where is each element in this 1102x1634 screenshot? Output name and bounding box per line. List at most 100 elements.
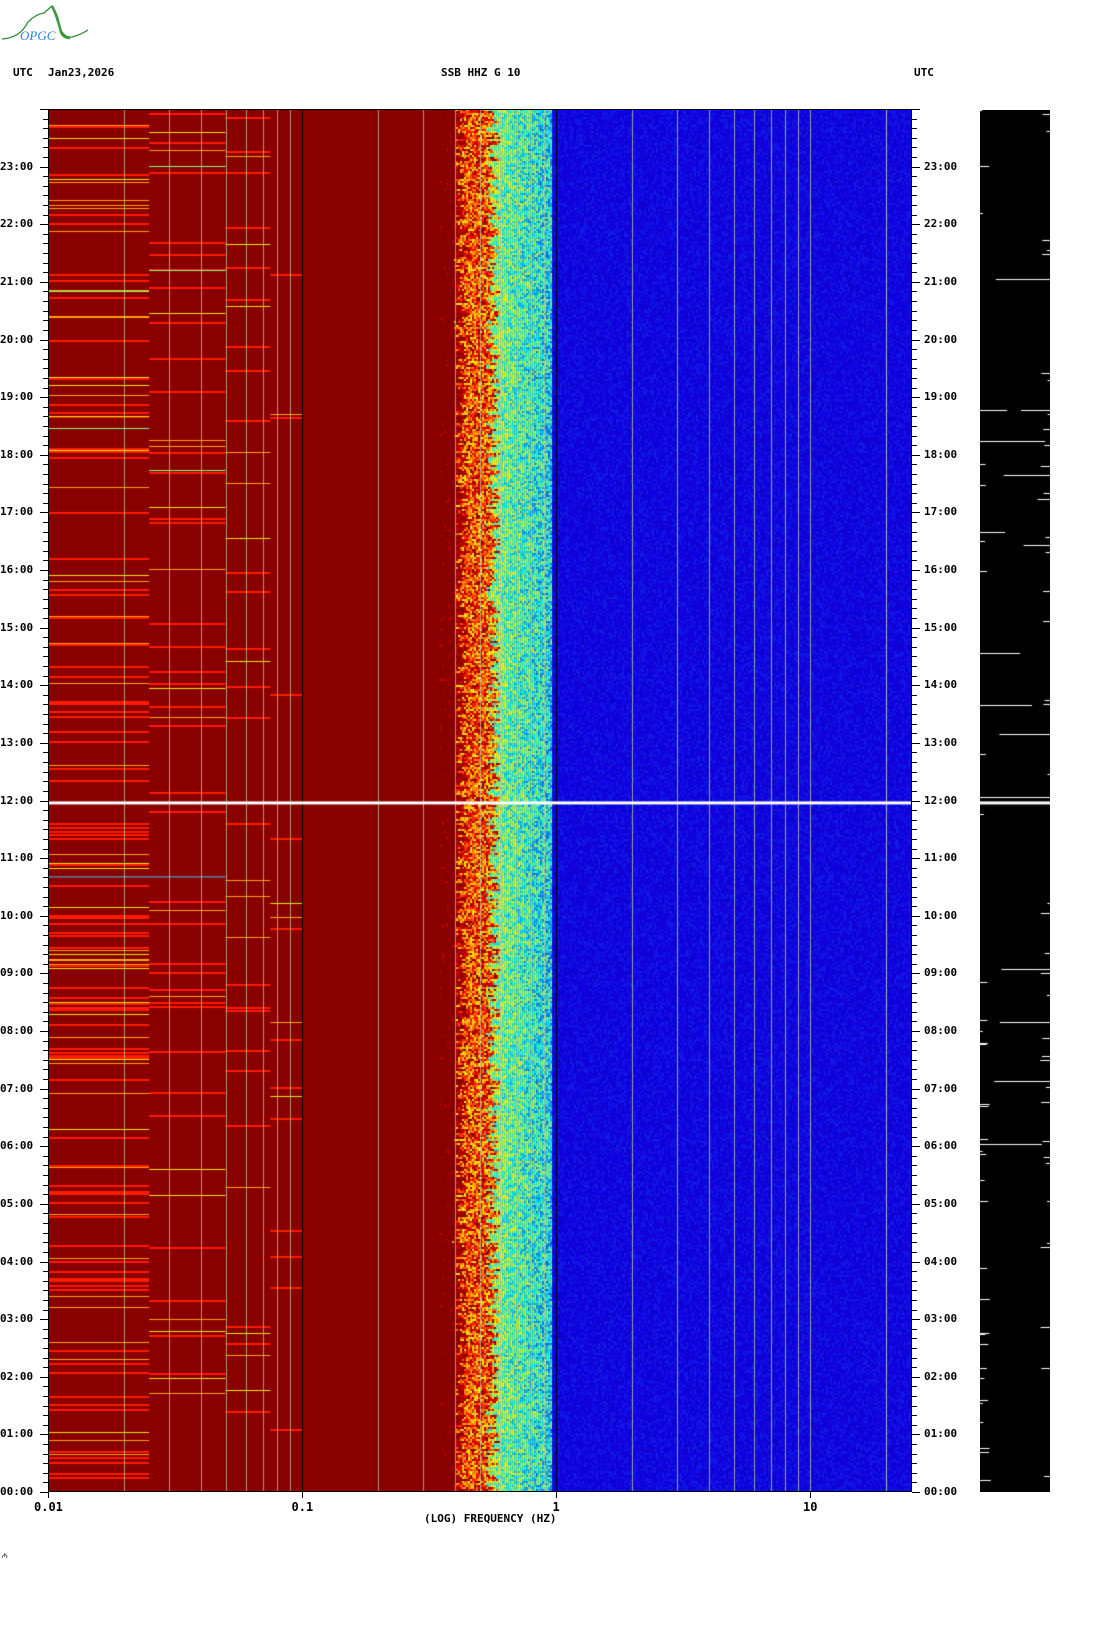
y-tick-left [43, 483, 48, 485]
y-tick-right [912, 521, 917, 523]
y-tick-left [43, 310, 48, 312]
y-tick-label-left: 09:00 [0, 966, 34, 980]
y-tick-label-left: 06:00 [0, 1139, 34, 1153]
y-tick-right [912, 349, 917, 351]
y-tick-right [912, 1299, 917, 1301]
y-tick-right [912, 1271, 917, 1273]
x-tick-label: 1 [552, 1500, 560, 1514]
y-tick-right [912, 531, 917, 533]
y-tick-right [912, 1194, 917, 1196]
y-tick-right [912, 598, 917, 600]
y-tick-right [912, 1155, 917, 1157]
y-tick-label-left: 18:00 [0, 447, 34, 461]
y-tick-right [912, 1184, 917, 1186]
y-tick-label-left: 03:00 [0, 1312, 34, 1326]
y-tick-right [912, 1040, 917, 1042]
footer-mark: ₼ [2, 1552, 8, 1560]
y-tick-right [912, 1136, 917, 1138]
y-tick-right [912, 1031, 920, 1032]
y-tick-label-right: 04:00 [924, 1254, 958, 1268]
y-tick-left [43, 253, 48, 255]
y-tick-left [43, 723, 48, 725]
y-tick-left [43, 925, 48, 927]
date-label: Jan23,2026 [48, 66, 115, 79]
y-tick-right [912, 1405, 917, 1407]
y-tick-right [912, 666, 917, 668]
y-tick-left [43, 1280, 48, 1282]
y-tick-left [43, 781, 48, 783]
y-tick-label-right: 19:00 [924, 390, 958, 404]
y-tick-right [912, 281, 920, 283]
y-tick-right [912, 810, 917, 812]
y-tick-right [912, 368, 917, 370]
y-tick-right [912, 973, 920, 975]
x-tick-label: 0.1 [291, 1500, 314, 1514]
y-tick-right [912, 867, 917, 869]
y-tick-label-left: 22:00 [0, 217, 34, 231]
y-tick-right [912, 579, 917, 581]
y-tick-left [43, 205, 48, 207]
y-tick-left [43, 1251, 48, 1253]
y-tick-right [912, 137, 917, 139]
y-tick-left [43, 425, 48, 427]
y-tick-label-right: 22:00 [924, 217, 958, 231]
y-tick-left [43, 934, 48, 936]
y-tick-left [40, 685, 48, 687]
y-tick-left [43, 1069, 48, 1071]
y-tick-right [912, 406, 917, 408]
y-tick-left [40, 1492, 48, 1493]
y-tick-right [912, 1443, 917, 1445]
y-tick-right [912, 1463, 917, 1465]
y-tick-left [43, 1242, 48, 1244]
y-tick-right [912, 1242, 917, 1244]
y-tick-label-left: 00:00 [0, 1485, 34, 1498]
y-tick-right [912, 1175, 917, 1177]
y-tick-left [40, 1319, 48, 1321]
y-tick-right [912, 541, 917, 543]
y-tick-right [912, 1107, 917, 1109]
y-tick-right [912, 233, 917, 235]
y-tick-left [40, 166, 48, 168]
y-tick-left [43, 560, 48, 562]
y-tick-right [912, 109, 920, 110]
y-tick-label-right: 16:00 [924, 563, 958, 576]
y-tick-right [912, 310, 917, 312]
y-tick-right [912, 1347, 917, 1349]
y-tick-right [912, 733, 917, 735]
y-tick-right [912, 829, 917, 831]
y-tick-left [43, 1482, 48, 1484]
y-tick-left [43, 416, 48, 418]
y-tick-right [912, 858, 920, 860]
y-tick-left [43, 521, 48, 523]
y-tick-right [912, 752, 917, 754]
y-tick-left [43, 1271, 48, 1273]
y-tick-label-right: 10:00 [924, 908, 958, 922]
y-tick-right [912, 397, 920, 399]
y-tick-right [912, 618, 917, 620]
y-tick-right [912, 1328, 917, 1330]
y-tick-left [43, 1347, 48, 1349]
y-tick-right [912, 694, 917, 696]
y-tick-right [912, 339, 920, 341]
y-tick-left [43, 1223, 48, 1225]
y-tick-left [43, 1232, 48, 1234]
y-tick-right [912, 800, 920, 802]
y-tick-left [43, 1213, 48, 1215]
y-tick-right [912, 483, 917, 485]
y-tick-left [43, 320, 48, 322]
y-tick-right [912, 925, 917, 927]
y-tick-label-right: 08:00 [924, 1024, 958, 1037]
y-tick-right [912, 589, 917, 591]
y-tick-label-left: 17:00 [0, 505, 34, 519]
y-tick-right [912, 886, 917, 888]
y-tick-right [912, 685, 920, 687]
y-tick-left [43, 675, 48, 677]
y-tick-label-right: 14:00 [924, 678, 958, 692]
y-tick-right [912, 915, 920, 917]
y-tick-left [43, 1184, 48, 1186]
y-tick-right [912, 954, 917, 956]
y-tick-right [912, 473, 917, 475]
y-tick-right [912, 1367, 917, 1369]
y-tick-label-left: 04:00 [0, 1254, 34, 1268]
y-tick-left [43, 464, 48, 466]
